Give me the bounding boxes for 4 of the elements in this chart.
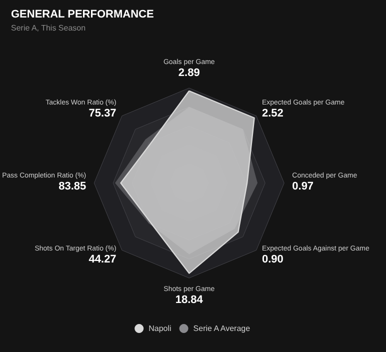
legend-label: Serie A Average [193, 324, 251, 333]
legend-label: Napoli [148, 324, 172, 333]
chart-title: GENERAL PERFORMANCE [11, 8, 154, 20]
chart-subtitle: Serie A, This Season [11, 24, 86, 32]
